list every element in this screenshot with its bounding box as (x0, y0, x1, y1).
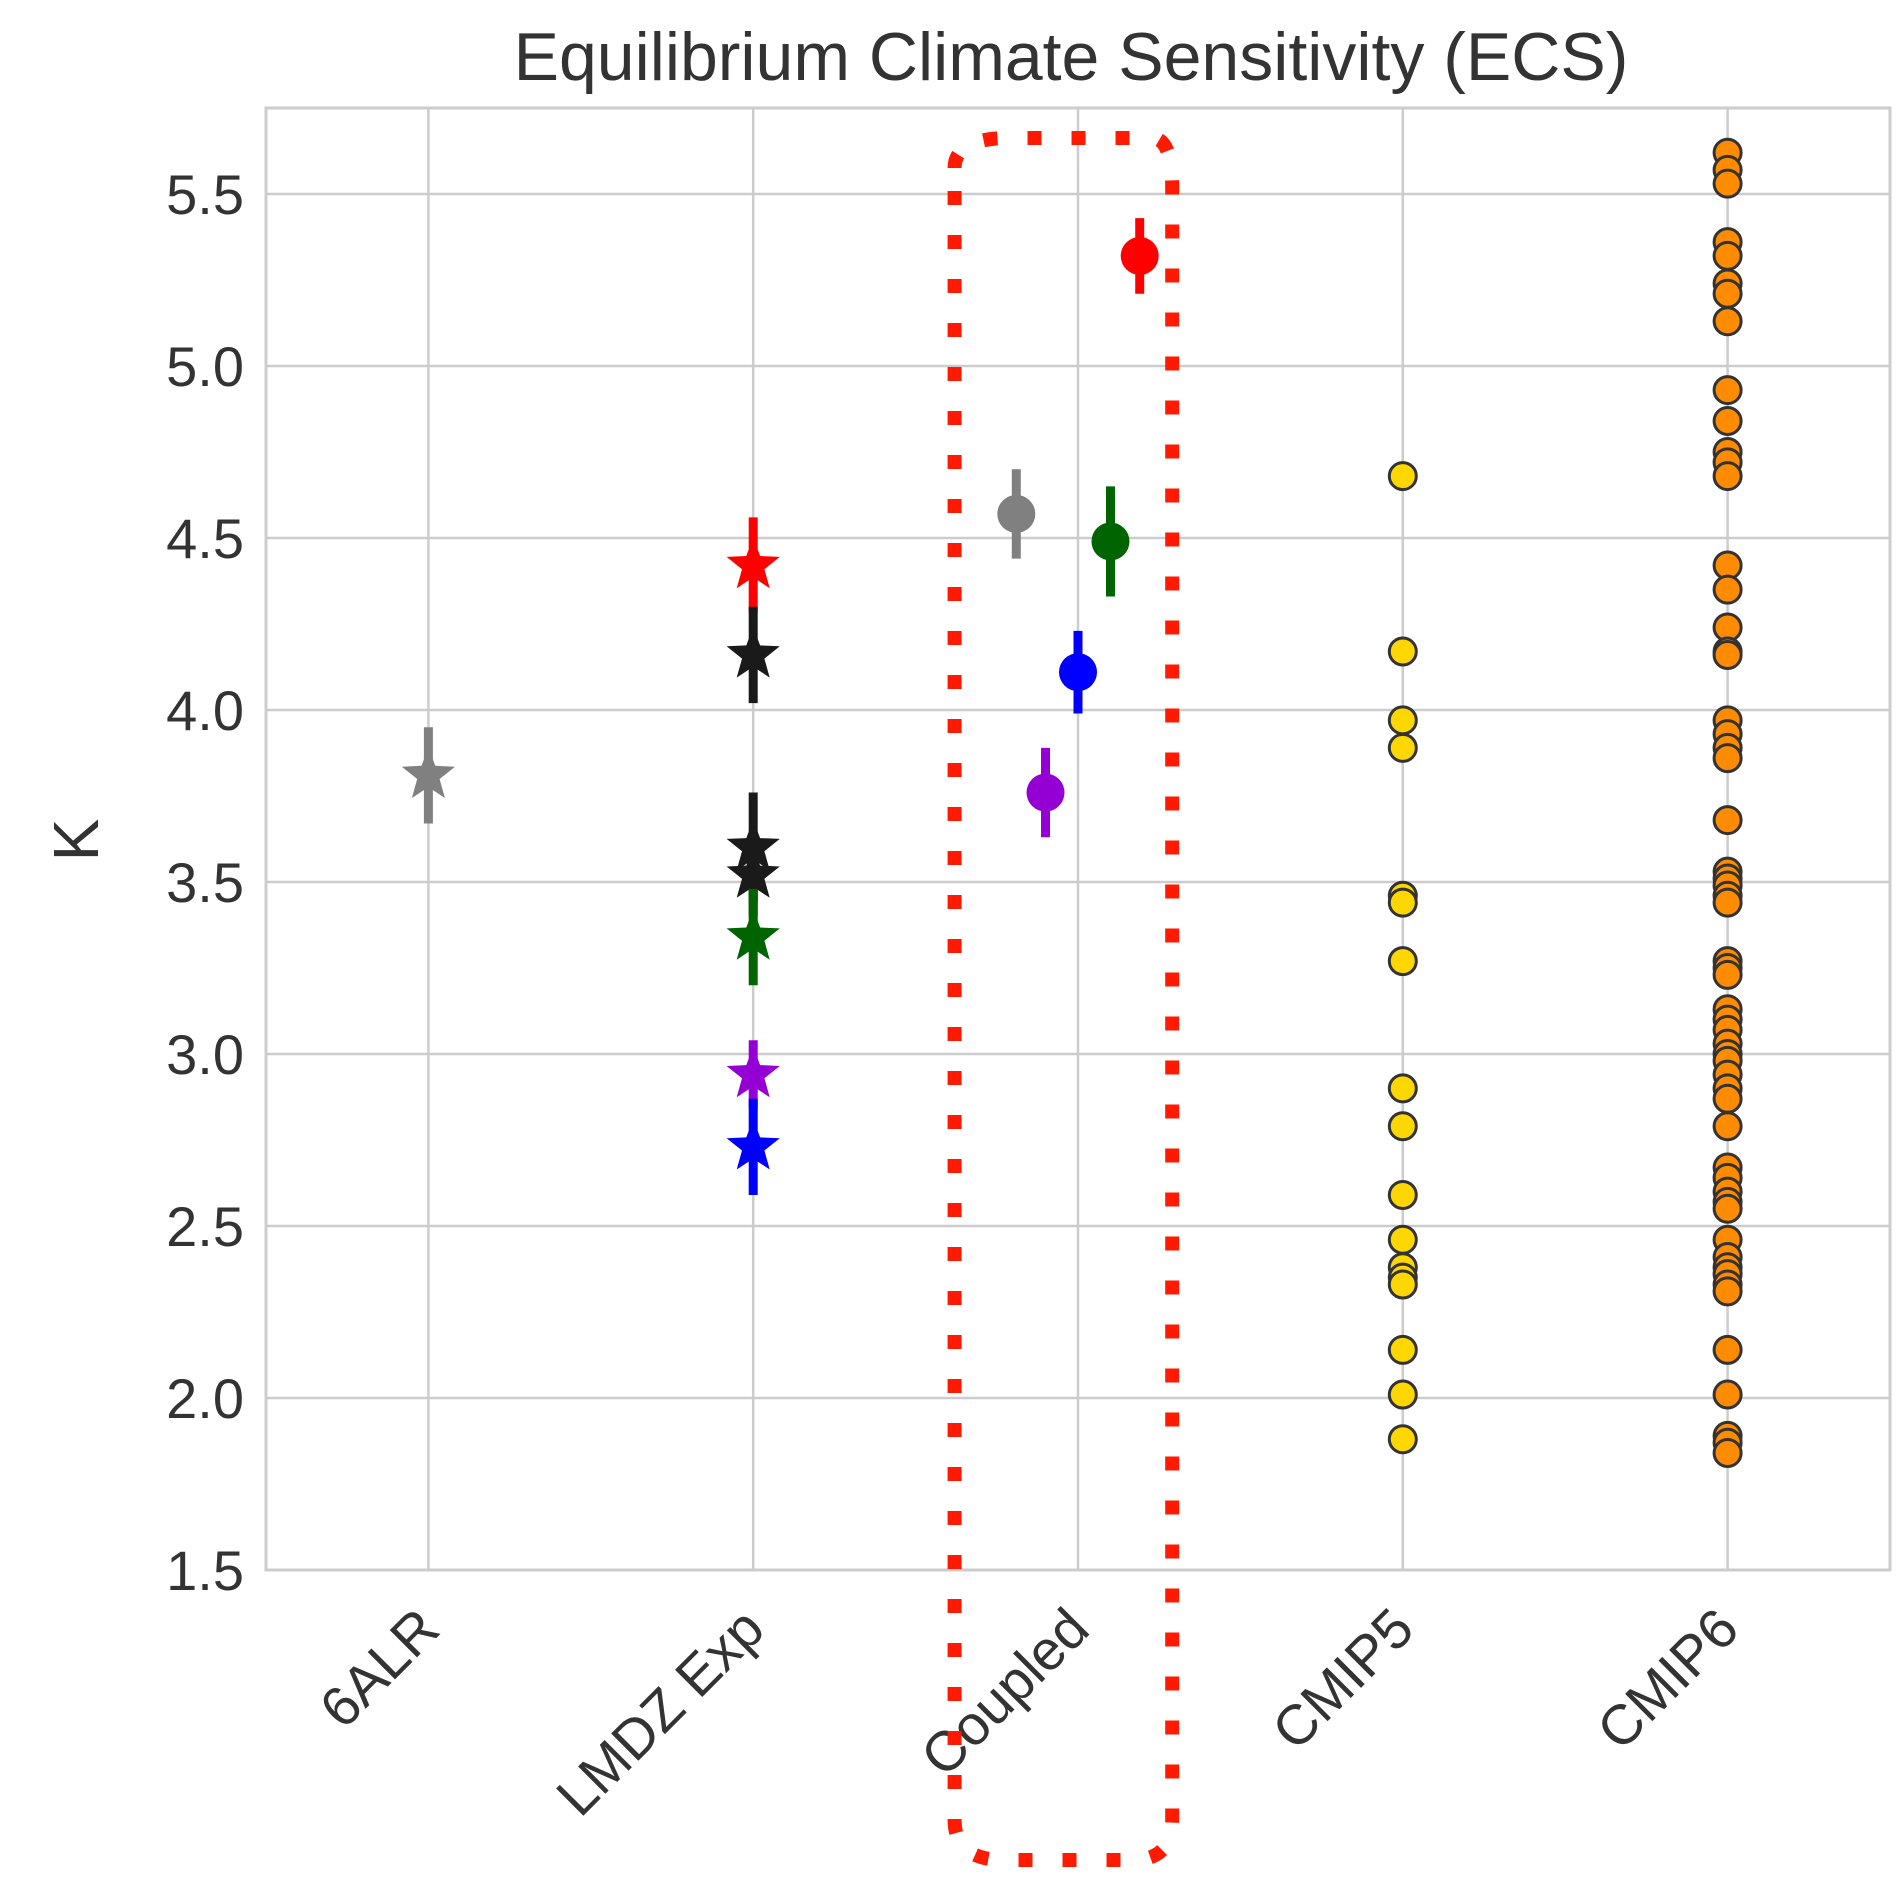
data-point (1059, 653, 1097, 692)
data-point (1387, 461, 1418, 492)
data-point (1712, 1334, 1743, 1365)
data-point (1712, 168, 1743, 199)
data-point (1387, 1334, 1418, 1365)
y-axis-label: K (40, 819, 112, 862)
chart-title: Equilibrium Climate Sensitivity (ECS) (514, 19, 1629, 95)
data-point (1712, 1438, 1743, 1469)
data-point (1712, 639, 1743, 670)
data-point-star (726, 1118, 780, 1170)
y-tick-label: 1.5 (166, 1539, 244, 1602)
data-point (1712, 887, 1743, 918)
data-point (997, 494, 1036, 533)
data-point (1387, 636, 1418, 667)
data-point (1091, 522, 1130, 561)
y-tick-label: 2.5 (166, 1195, 244, 1258)
data-point-star (726, 1046, 780, 1098)
y-tick-label: 2.0 (166, 1367, 244, 1430)
data-point (1387, 1073, 1418, 1104)
x-tick-label: LMDZ Exp (544, 1596, 776, 1828)
data-point-star (726, 909, 780, 960)
highlight-box (947, 131, 1180, 1867)
data-point (1387, 1379, 1418, 1410)
data-point-star (726, 537, 780, 589)
x-tick-label: CMIP6 (1585, 1596, 1751, 1762)
data-point (1387, 1224, 1418, 1255)
data-point (1712, 306, 1743, 337)
data-marks (401, 137, 1743, 1469)
data-point (1712, 574, 1743, 605)
data-point-star (726, 627, 780, 678)
data-point (1712, 1111, 1743, 1142)
data-point-star (401, 747, 455, 798)
data-point (1387, 1269, 1418, 1300)
data-point (1387, 1424, 1418, 1455)
y-tick-label: 5.5 (166, 163, 244, 226)
y-tick-label: 3.5 (166, 851, 244, 914)
data-point (1387, 887, 1418, 918)
y-tick-label: 4.5 (166, 507, 244, 570)
x-tick-label: Coupled (908, 1596, 1100, 1788)
data-point (1026, 773, 1065, 812)
x-tick-label: CMIP5 (1260, 1596, 1426, 1762)
data-point (1120, 236, 1159, 275)
data-point (1712, 278, 1743, 309)
data-point (1387, 705, 1418, 736)
y-tick-label: 5.0 (166, 335, 244, 398)
data-point (1712, 959, 1743, 990)
data-point (1712, 375, 1743, 406)
data-point (1387, 1180, 1418, 1211)
data-point (1387, 732, 1418, 763)
data-point (1387, 1111, 1418, 1142)
data-point (1712, 240, 1743, 271)
y-tick-label: 4.0 (166, 679, 244, 742)
data-point (1712, 1276, 1743, 1307)
data-point (1712, 805, 1743, 836)
data-point (1712, 1379, 1743, 1410)
data-point (1712, 406, 1743, 437)
data-point (1387, 946, 1418, 977)
data-point (1712, 743, 1743, 774)
data-point (1712, 461, 1743, 492)
data-point (1712, 1193, 1743, 1224)
data-point-star (726, 847, 780, 898)
gridlines (266, 108, 1890, 1572)
x-tick-label: 6ALR (307, 1596, 451, 1740)
data-point (1712, 1083, 1743, 1114)
y-tick-label: 3.0 (166, 1023, 244, 1086)
